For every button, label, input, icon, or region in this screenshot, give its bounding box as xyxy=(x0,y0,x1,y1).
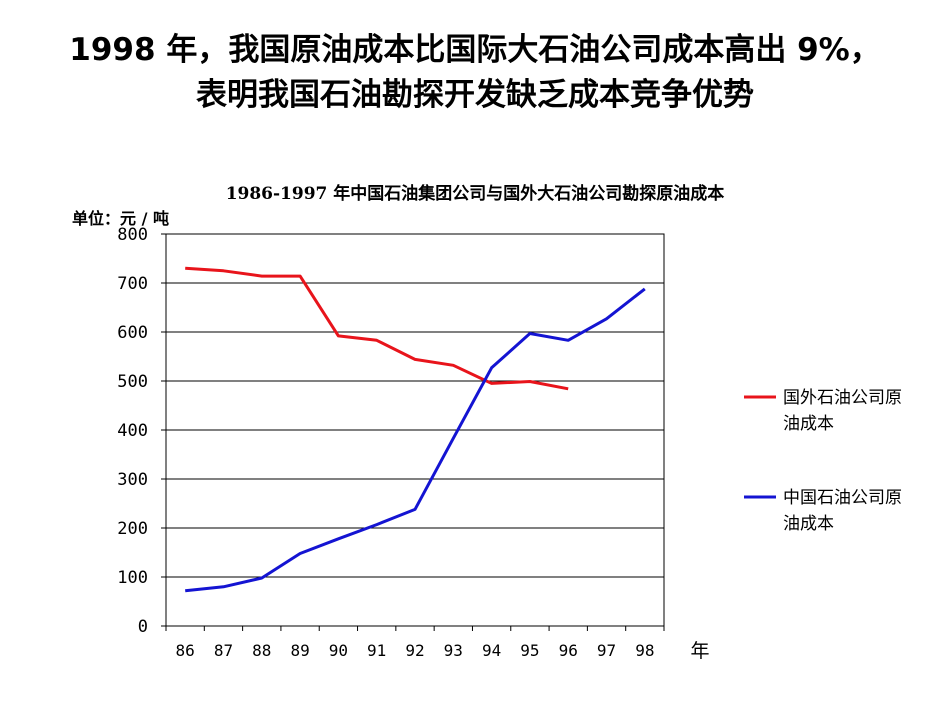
x-tick-label-92: 92 xyxy=(405,641,424,660)
y-tick-label-0: 0 xyxy=(138,617,148,637)
legend-swatches xyxy=(744,395,776,499)
y-tick-label-200: 200 xyxy=(117,519,148,539)
y-tick-labels: 0 100 200 300 400 500 600 700 800 xyxy=(117,225,148,637)
x-tick-label-87: 87 xyxy=(214,641,233,660)
axis-ticks xyxy=(161,233,665,631)
y-tick-label-500: 500 xyxy=(117,372,148,392)
x-tick-label-98: 98 xyxy=(635,641,654,660)
x-axis-title: 年 xyxy=(690,640,709,662)
y-tick-label-400: 400 xyxy=(117,421,148,441)
x-tick-label-96: 96 xyxy=(559,641,578,660)
y-tick-label-300: 300 xyxy=(117,470,148,490)
y-tick-label-600: 600 xyxy=(117,323,148,343)
x-tick-label-97: 97 xyxy=(597,641,616,660)
y-tick-label-700: 700 xyxy=(117,274,148,294)
chart-title: 1986-1997 年中国石油集团公司与国外大石油公司勘探原油成本 xyxy=(225,184,725,204)
x-tick-label-95: 95 xyxy=(520,641,539,660)
x-tick-label-91: 91 xyxy=(367,641,386,660)
series-lines xyxy=(185,266,646,593)
y-axis-unit-label: 单位：元 / 吨 xyxy=(72,209,169,228)
x-tick-label-90: 90 xyxy=(329,641,348,660)
x-tick-labels: 86 87 88 89 90 91 92 93 94 95 96 97 98 xyxy=(176,641,655,660)
x-tick-label-94: 94 xyxy=(482,641,501,660)
x-tick-label-93: 93 xyxy=(444,641,463,660)
slide-title: 1998 年，我国原油成本比国际大石油公司成本高出 9%，表明我国石油勘探开发缺… xyxy=(69,32,881,113)
x-tick-label-89: 89 xyxy=(290,641,309,660)
series-line-1 xyxy=(185,287,646,593)
legend-label-china: 中国石油公司原油成本 xyxy=(783,488,902,534)
x-tick-label-88: 88 xyxy=(252,641,271,660)
y-tick-label-800: 800 xyxy=(117,225,148,245)
x-tick-label-86: 86 xyxy=(176,641,195,660)
series-line-0 xyxy=(185,266,569,391)
y-tick-label-100: 100 xyxy=(117,568,148,588)
legend-label-foreign: 国外石油公司原油成本 xyxy=(783,388,902,434)
